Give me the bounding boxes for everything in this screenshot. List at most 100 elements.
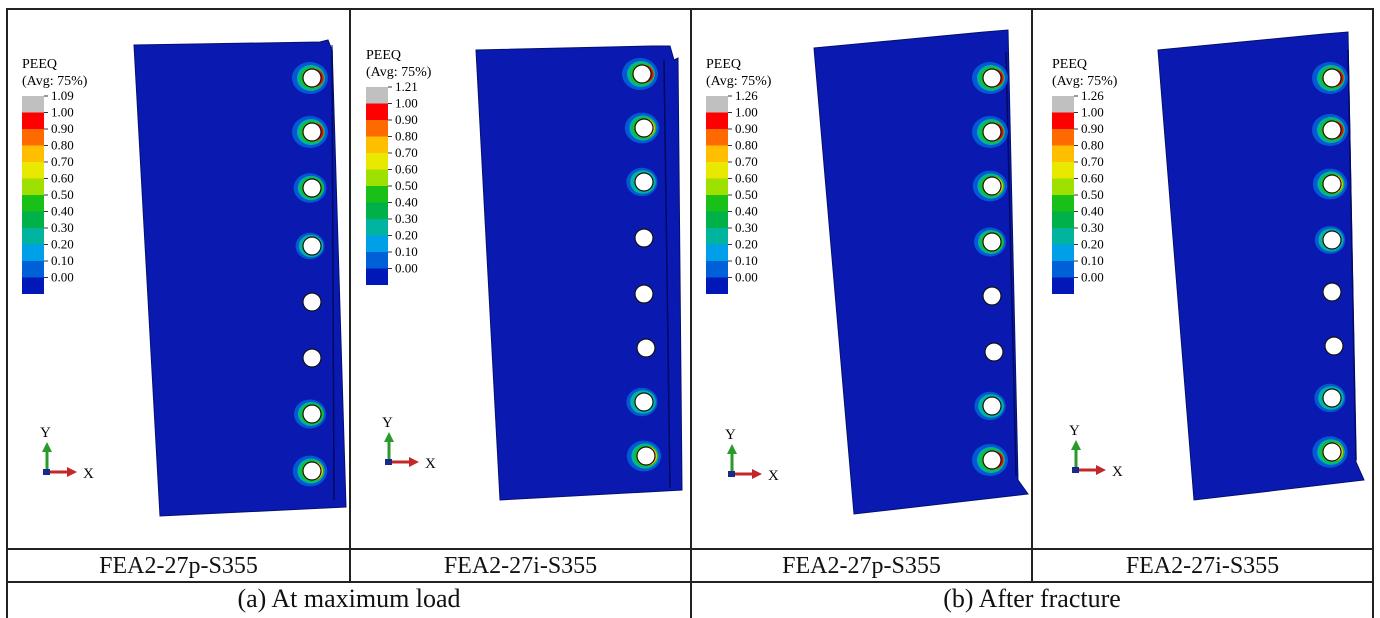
bolt-hole (634, 118, 654, 138)
plate-edge (1347, 49, 1357, 461)
legend-level-label: 1.00 (735, 105, 758, 120)
y-axis-label: Y (1069, 423, 1080, 439)
group-label-b: (b) After fracture (943, 584, 1121, 613)
y-arrowhead-icon (384, 432, 394, 442)
bolt-hole (634, 284, 654, 304)
bolt-hole (636, 446, 656, 466)
plate-body (813, 29, 1029, 515)
legend-swatch (706, 178, 728, 195)
bolt-hole (982, 450, 1002, 470)
axis-triad-4: Y X (1069, 423, 1123, 480)
legend-level-label: 0.20 (735, 237, 758, 252)
legend-level-label: 0.90 (51, 121, 74, 136)
legend-labels: 1.09 1.000.90 0.800.70 0.600.50 0.400.30 0.20… (44, 88, 74, 285)
bolt-hole (982, 286, 1002, 306)
legend-level-label: 0.30 (395, 211, 418, 226)
legend-swatch (22, 195, 44, 212)
x-arrowhead-icon (1096, 465, 1106, 475)
plate-3 (813, 29, 1029, 515)
legend-swatch (706, 112, 728, 129)
column-divider-2 (690, 8, 692, 618)
legend-swatch (1052, 277, 1074, 294)
legend-level-label: 1.09 (51, 88, 74, 103)
bolt-hole (1322, 68, 1342, 88)
bolt-hole (1322, 442, 1342, 462)
bolt-hole (302, 178, 322, 198)
legend-swatch (366, 153, 388, 170)
legend-level-label: 0.10 (735, 253, 758, 268)
bolt-hole (636, 338, 656, 358)
legend-swatch (706, 244, 728, 261)
x-arrowhead-icon (409, 457, 419, 467)
bolt-holes (292, 62, 328, 487)
legend-level-label: 0.50 (735, 187, 758, 202)
legend-color-bar (1052, 96, 1074, 294)
x-arrowhead-icon (752, 469, 762, 479)
plate-4 (1157, 31, 1365, 501)
panel-caption-1: FEA2-27p-S355 (99, 553, 258, 579)
y-arrowhead-icon (42, 442, 52, 452)
x-axis-label: X (425, 456, 436, 472)
y-axis-label: Y (725, 427, 736, 443)
panel-caption-3: FEA2-27p-S355 (782, 553, 941, 579)
legend-swatch (706, 277, 728, 294)
legend-labels: 1.21 1.000.90 0.800.70 0.600.50 0.400.30 0.20… (388, 79, 418, 276)
legend-swatch (1052, 195, 1074, 212)
axis-triad-3: Y X (725, 427, 779, 484)
legend-level-label: 0.70 (735, 154, 758, 169)
bolt-hole (984, 342, 1004, 362)
bolt-hole (982, 68, 1002, 88)
legend-level-label: 0.50 (1081, 187, 1104, 202)
legend-level-label: 0.00 (395, 261, 418, 276)
legend-level-label: 0.80 (1081, 138, 1104, 153)
x-axis-label: X (768, 468, 779, 484)
legend-level-label: 1.26 (735, 88, 758, 103)
legend-level-label: 0.50 (51, 187, 74, 202)
y-axis-label: Y (382, 415, 393, 431)
bolt-hole (1322, 388, 1342, 408)
legend-level-label: 0.90 (1081, 121, 1104, 136)
x-arrowhead-icon (67, 467, 77, 477)
legend-swatch (366, 186, 388, 203)
plate-edge (663, 59, 671, 489)
legend-swatch (366, 169, 388, 186)
bolt-hole (634, 228, 654, 248)
bolt-hole (982, 176, 1002, 196)
y-arrowhead-icon (1071, 440, 1081, 450)
legend-level-label: 0.80 (395, 129, 418, 144)
bolt-hole (302, 292, 322, 312)
legend-level-label: 0.30 (51, 220, 74, 235)
bolt-hole (1322, 230, 1342, 250)
plate-body (133, 39, 347, 517)
y-arrowhead-icon (727, 444, 737, 454)
legend-level-label: 0.60 (51, 171, 74, 186)
legend-level-label: 0.20 (1081, 237, 1104, 252)
legend-swatch (22, 145, 44, 162)
legend-title: PEEQ (366, 48, 401, 63)
legend-swatch (22, 96, 44, 113)
fea-plot-3: PEEQ (Avg: 75%) 1.26 1.000.90 0.800.70 0.60… (706, 29, 1029, 515)
legend-swatch (706, 162, 728, 179)
legend-swatch (22, 277, 44, 294)
bolt-hole (302, 122, 322, 142)
legend-level-label: 0.30 (735, 220, 758, 235)
legend-swatch (1052, 261, 1074, 278)
legend-4: PEEQ (Avg: 75%) 1.26 1.000.90 0.800.70 0.60… (1052, 57, 1118, 294)
legend-swatch (706, 195, 728, 212)
legend-title: PEEQ (706, 57, 741, 72)
plate-1 (133, 39, 347, 517)
bolt-hole (1322, 120, 1342, 140)
legend-swatch (1052, 178, 1074, 195)
legend-level-label: 0.90 (735, 121, 758, 136)
legend-swatch (706, 228, 728, 245)
legend-subtitle: (Avg: 75%) (22, 74, 88, 89)
legend-level-label: 0.40 (395, 195, 418, 210)
legend-swatch (22, 112, 44, 129)
legend-3: PEEQ (Avg: 75%) 1.26 1.000.90 0.800.70 0.60… (706, 57, 772, 294)
bolt-hole (1324, 336, 1344, 356)
z-axis-icon (385, 459, 392, 465)
bolt-holes (972, 62, 1008, 476)
legend-labels: 1.26 1.000.90 0.800.70 0.600.50 0.400.30 0.20… (728, 88, 758, 285)
legend-swatch (366, 87, 388, 104)
